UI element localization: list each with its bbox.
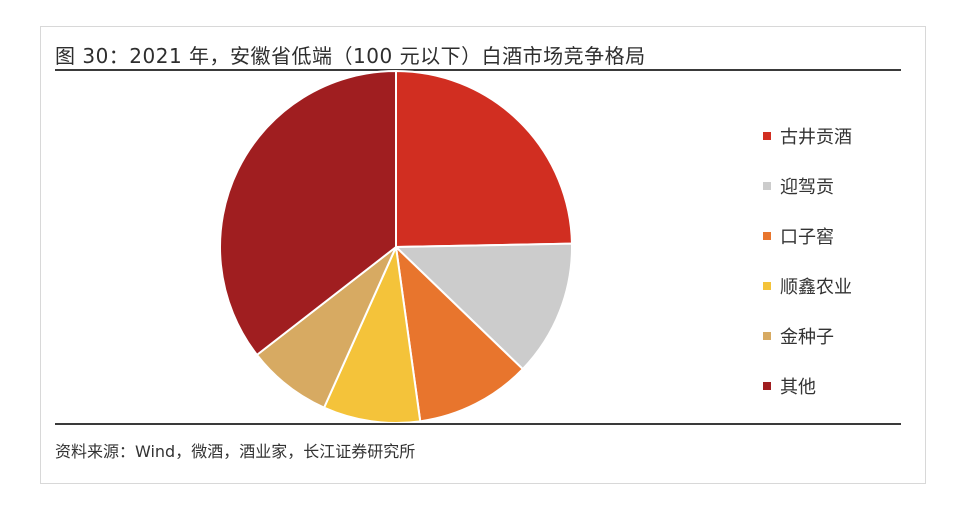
legend-swatch xyxy=(763,132,771,140)
legend-swatch xyxy=(763,382,771,390)
legend-label: 其他 xyxy=(780,377,816,398)
legend-item: 口子窖 xyxy=(763,211,852,261)
legend-label: 口子窖 xyxy=(780,227,834,248)
pie-slice-4 xyxy=(322,243,422,424)
legend-label: 迎驾贡 xyxy=(780,177,834,198)
legend-swatch xyxy=(763,182,771,190)
legend-swatch xyxy=(763,332,771,340)
pie-slice-3 xyxy=(394,244,525,423)
pie-slice-2 xyxy=(393,242,573,371)
pie-slice-6 xyxy=(219,69,397,357)
legend-label: 金种子 xyxy=(780,327,834,348)
chart-frame: 图 30：2021 年，安徽省低端（100 元以下）白酒市场竞争格局 古井贡酒迎… xyxy=(40,26,926,484)
pie-chart xyxy=(219,69,573,424)
legend-item: 其他 xyxy=(763,361,852,411)
legend-item: 金种子 xyxy=(763,311,852,361)
legend-item: 迎驾贡 xyxy=(763,161,852,211)
pie-slice-1 xyxy=(395,69,573,249)
legend-label: 顺鑫农业 xyxy=(780,277,852,298)
chart-title: 图 30：2021 年，安徽省低端（100 元以下）白酒市场竞争格局 xyxy=(55,44,646,68)
title-divider xyxy=(55,69,901,71)
legend-label: 古井贡酒 xyxy=(780,127,852,148)
legend-swatch xyxy=(763,232,771,240)
legend: 古井贡酒迎驾贡口子窖顺鑫农业金种子其他 xyxy=(763,111,852,411)
legend-item: 顺鑫农业 xyxy=(763,261,852,311)
legend-swatch xyxy=(763,282,771,290)
source-note: 资料来源：Wind，微酒，酒业家，长江证券研究所 xyxy=(55,442,416,461)
source-divider xyxy=(55,423,901,425)
legend-item: 古井贡酒 xyxy=(763,111,852,161)
